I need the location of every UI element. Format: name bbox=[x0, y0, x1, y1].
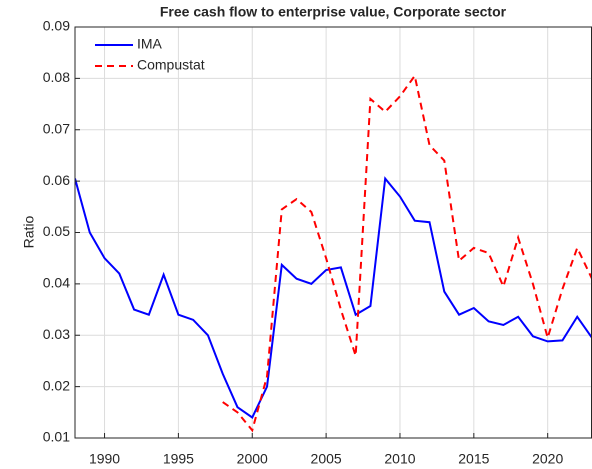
y-axis-label: Ratio bbox=[21, 215, 37, 248]
y-tick-label: 0.05 bbox=[43, 223, 70, 239]
y-tick-label: 0.03 bbox=[43, 326, 70, 342]
legend-label: IMA bbox=[137, 36, 163, 52]
y-tick-label: 0.02 bbox=[43, 377, 70, 393]
data-line bbox=[222, 73, 592, 433]
x-tick-label: 2005 bbox=[311, 451, 342, 467]
data-line bbox=[75, 176, 592, 419]
x-tick-label: 2010 bbox=[384, 451, 415, 467]
y-tick-label: 0.07 bbox=[43, 120, 70, 136]
y-tick-label: 0.04 bbox=[43, 275, 70, 291]
plot-area bbox=[75, 73, 592, 433]
legend: IMA Compustat bbox=[95, 36, 205, 73]
y-tick-label: 0.08 bbox=[43, 69, 70, 85]
y-tick-label: 0.01 bbox=[43, 429, 70, 445]
x-tick-label: 2015 bbox=[458, 451, 489, 467]
y-tick-label: 0.09 bbox=[43, 18, 70, 34]
x-tick-label: 2020 bbox=[532, 451, 563, 467]
legend-label: Compustat bbox=[137, 57, 205, 73]
x-tick-label: 1990 bbox=[89, 451, 120, 467]
x-tick-label: 1995 bbox=[163, 451, 194, 467]
x-tick-label: 2000 bbox=[237, 451, 268, 467]
grid bbox=[75, 26, 592, 439]
y-tick-label: 0.06 bbox=[43, 172, 70, 188]
chart-title: Free cash flow to enterprise value, Corp… bbox=[160, 4, 507, 20]
